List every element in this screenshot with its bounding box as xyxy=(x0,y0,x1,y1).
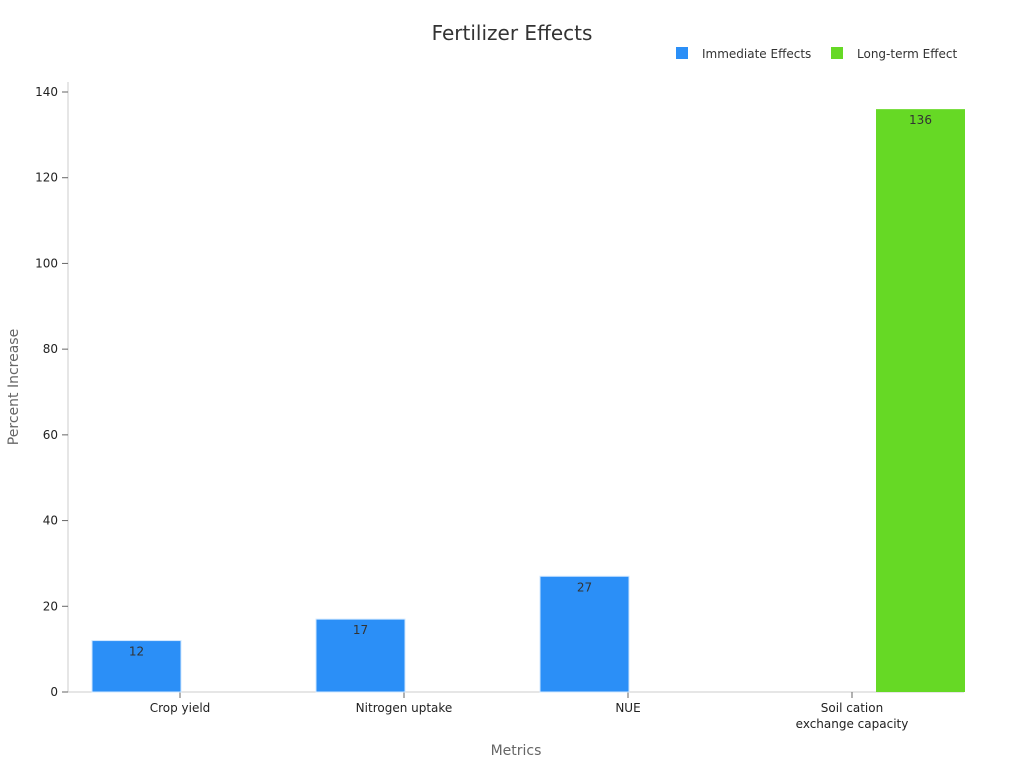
x-axis-label: Metrics xyxy=(491,743,542,759)
legend: Immediate Effects Long-term Effect xyxy=(676,47,958,61)
y-tick-label: 140 xyxy=(35,85,58,99)
x-tick-label: Nitrogen uptake xyxy=(356,701,453,715)
bar-immediate xyxy=(315,618,406,693)
legend-swatch xyxy=(831,47,843,59)
y-tick-label: 120 xyxy=(35,171,58,185)
bar-value-label: 27 xyxy=(577,580,592,594)
y-tick-label: 0 xyxy=(50,685,58,699)
y-tick-label: 40 xyxy=(43,514,58,528)
y-tick-label: 80 xyxy=(43,342,58,356)
bar-value-label: 17 xyxy=(353,623,368,637)
bar-long-term xyxy=(876,109,965,692)
x-tick-label: Soil cation exchange capacity xyxy=(796,701,909,731)
x-tick-label: NUE xyxy=(615,701,640,715)
bar-value-label: 12 xyxy=(129,645,144,659)
legend-label: Long-term Effect xyxy=(857,47,958,61)
bar-immediate xyxy=(91,640,182,693)
y-tick-label: 100 xyxy=(35,256,58,270)
y-tick-label: 60 xyxy=(43,428,58,442)
bars xyxy=(91,109,965,693)
chart-title: Fertilizer Effects xyxy=(432,21,593,45)
y-tick-label: 20 xyxy=(43,599,58,613)
bar-immediate xyxy=(539,575,630,693)
bar-value-label: 136 xyxy=(909,113,932,127)
legend-label: Immediate Effects xyxy=(702,47,811,61)
y-axis: 0 20 40 60 80 100 120 140 xyxy=(35,82,69,699)
x-axis: Crop yield Nitrogen uptake NUE Soil cation e… xyxy=(68,691,964,731)
legend-swatch xyxy=(676,47,688,59)
data-labels: 12 17 27 136 xyxy=(129,113,932,658)
y-axis-label: Percent Increase xyxy=(6,329,22,445)
x-tick-label: Crop yield xyxy=(150,701,211,715)
